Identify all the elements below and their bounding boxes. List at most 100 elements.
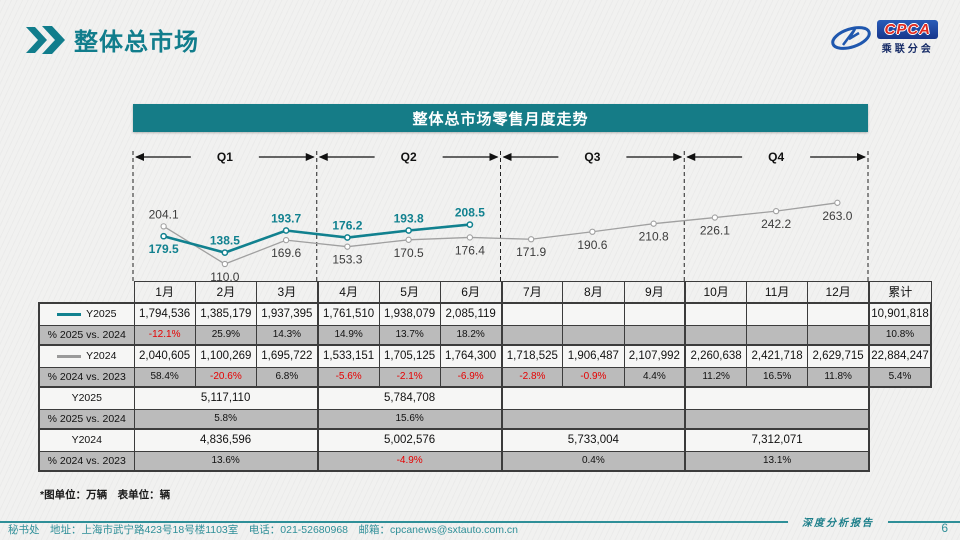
row-label: Y2024 (38, 343, 135, 368)
table-cell (807, 301, 870, 326)
footer-line-left (0, 520, 788, 523)
table-cell: 8月 (562, 281, 625, 303)
arrow-right-icon (673, 153, 683, 161)
table-cell: -2.1% (378, 367, 441, 388)
table-cell: 1,937,395 (255, 301, 319, 326)
table-cell (500, 385, 686, 410)
table-cell: -0.9% (562, 367, 625, 388)
cpca-logo: CPCA 乘联分会 (829, 20, 938, 55)
table-row: % 2025 vs. 2024 -12.1% 25.9% 14.3% 14.9% 13.7… (38, 325, 932, 345)
table-cell: 13.1% (684, 451, 870, 472)
table-cell (869, 410, 931, 429)
table-cell: 1,100,269 (194, 343, 258, 368)
table-cell: 2,629,715 (807, 343, 870, 368)
table-cell: 4.4% (623, 367, 686, 388)
table-cell: 5月 (378, 281, 441, 303)
footer-line-right (888, 520, 960, 523)
data-label: 193.7 (271, 212, 301, 226)
table-cell: 12月 (807, 281, 870, 303)
table-cell (745, 325, 809, 345)
table-cell: 1,764,300 (439, 343, 503, 368)
table-cell: 5,117,110 (133, 385, 319, 410)
footer-divider: 深度分析报告 (0, 514, 960, 529)
table-cell: 5,002,576 (316, 427, 502, 452)
table-cell: 1月 (133, 281, 196, 303)
table-cell (684, 301, 748, 326)
table-cell: 1,938,079 (378, 301, 441, 326)
data-point (405, 236, 412, 243)
table-cell: 16.5% (745, 367, 809, 388)
data-point (282, 227, 290, 234)
table-cell: 1,794,536 (133, 301, 196, 326)
data-point (160, 232, 167, 240)
data-label: 263.0 (822, 209, 852, 223)
quarter-label: Q2 (401, 150, 417, 164)
table-cell: -6.9% (439, 367, 503, 388)
table-cell: 7月 (500, 281, 564, 303)
legend-line-icon (57, 312, 82, 316)
data-label: 193.8 (394, 211, 424, 225)
table-cell: 5,784,708 (316, 385, 502, 410)
arrow-left-icon (135, 153, 144, 161)
table-cell (869, 452, 931, 471)
table-cell: 11月 (745, 281, 809, 303)
table-row: 1月 2月 3月 4月 5月 6月 7月 8月 9月 10月 11月 12月 累计 (39, 281, 932, 303)
table-cell: -2.8% (500, 367, 564, 388)
table-cell: 22,884,247 (868, 343, 932, 368)
table-cell: 1,695,722 (255, 343, 319, 368)
table-cell: 4,836,596 (133, 427, 319, 452)
trend-chart: Q1 Q2 Q3 Q4 179.5 204.1 138.5 110.0 193.7 169.6 17… (132, 150, 869, 284)
table-row: Y2025 5,117,110 5,784,708 (38, 385, 931, 410)
table-cell: 18.2% (439, 325, 503, 345)
table-cell: 2,107,992 (623, 343, 686, 368)
data-label: 176.4 (455, 243, 485, 257)
data-label: 169.6 (271, 246, 301, 260)
table-cell: -12.1% (133, 325, 196, 345)
quarter-label: Q1 (217, 150, 233, 164)
table-cell: 5.8% (133, 409, 319, 429)
table-cell: 11.8% (807, 367, 870, 388)
table-cell: -20.6% (194, 367, 258, 388)
report-label: 深度分析报告 (802, 518, 874, 529)
data-label: 179.5 (149, 242, 179, 256)
double-chevron-icon (26, 25, 65, 54)
table-cell (684, 325, 748, 345)
quarter-label: Q4 (768, 150, 784, 164)
data-label: 226.1 (700, 224, 730, 238)
table-cell: 4月 (316, 281, 380, 303)
unit-note: *图单位：万辆 表单位：辆 (40, 489, 171, 501)
table-cell: 1,533,151 (316, 343, 380, 368)
data-label: 176.2 (332, 219, 362, 233)
row-label: % 2025 vs. 2024 (38, 325, 135, 345)
footer-contact: 秘书处 地址：上海市武宁路423号18号楼1103室 电话：021-526809… (8, 524, 518, 536)
row-label: % 2025 vs. 2024 (38, 409, 135, 429)
table-cell: 58.4% (133, 367, 196, 388)
table-row: Y2025 1,794,536 1,385,179 1,937,395 1,761,51… (38, 301, 932, 326)
table-cell: 6月 (439, 281, 503, 303)
table-row: % 2025 vs. 2024 5.8% 15.6% (38, 409, 931, 429)
table-cell: 10.8% (868, 325, 932, 345)
data-point (466, 234, 474, 241)
table-cell: 累计 (868, 281, 932, 303)
data-label: 208.5 (455, 206, 485, 220)
table-cell: 7,312,071 (684, 427, 870, 452)
table-row: % 2024 vs. 2023 13.6% -4.9% 0.4% 13.1% (38, 451, 931, 472)
arrow-right-icon (305, 153, 315, 161)
row-label: Y2025 (38, 385, 135, 410)
table-cell (745, 301, 809, 326)
cpca-logo-text: CPCA (877, 20, 938, 39)
data-point (405, 227, 412, 234)
data-point (466, 221, 474, 228)
data-label: 138.5 (210, 234, 240, 248)
table-cell (39, 282, 134, 303)
data-point (344, 243, 351, 250)
table-cell (500, 301, 564, 326)
data-table-wrap: 1月 2月 3月 4月 5月 6月 7月 8月 9月 10月 11月 12月 累计 Y2025 1,794,… (38, 281, 932, 472)
chart-title-banner: 整体总市场零售月度走势 (133, 104, 868, 132)
table-cell: 5.4% (868, 367, 932, 388)
row-label: % 2024 vs. 2023 (38, 451, 135, 472)
data-point (589, 228, 596, 235)
cpca-swoosh-icon (831, 25, 872, 50)
data-point (527, 236, 535, 243)
data-point (221, 260, 229, 268)
